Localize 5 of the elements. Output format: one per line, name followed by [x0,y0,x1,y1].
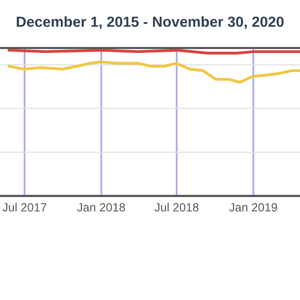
x-tick-label: Jul 2017 [2,202,46,212]
x-tick-label: Jul 2018 [154,202,198,212]
chart-title: December 1, 2015 - November 30, 2020 [16,16,284,30]
x-tick-label: Jan 2018 [77,203,126,212]
x-tick-label: Jan 2019 [229,203,278,212]
